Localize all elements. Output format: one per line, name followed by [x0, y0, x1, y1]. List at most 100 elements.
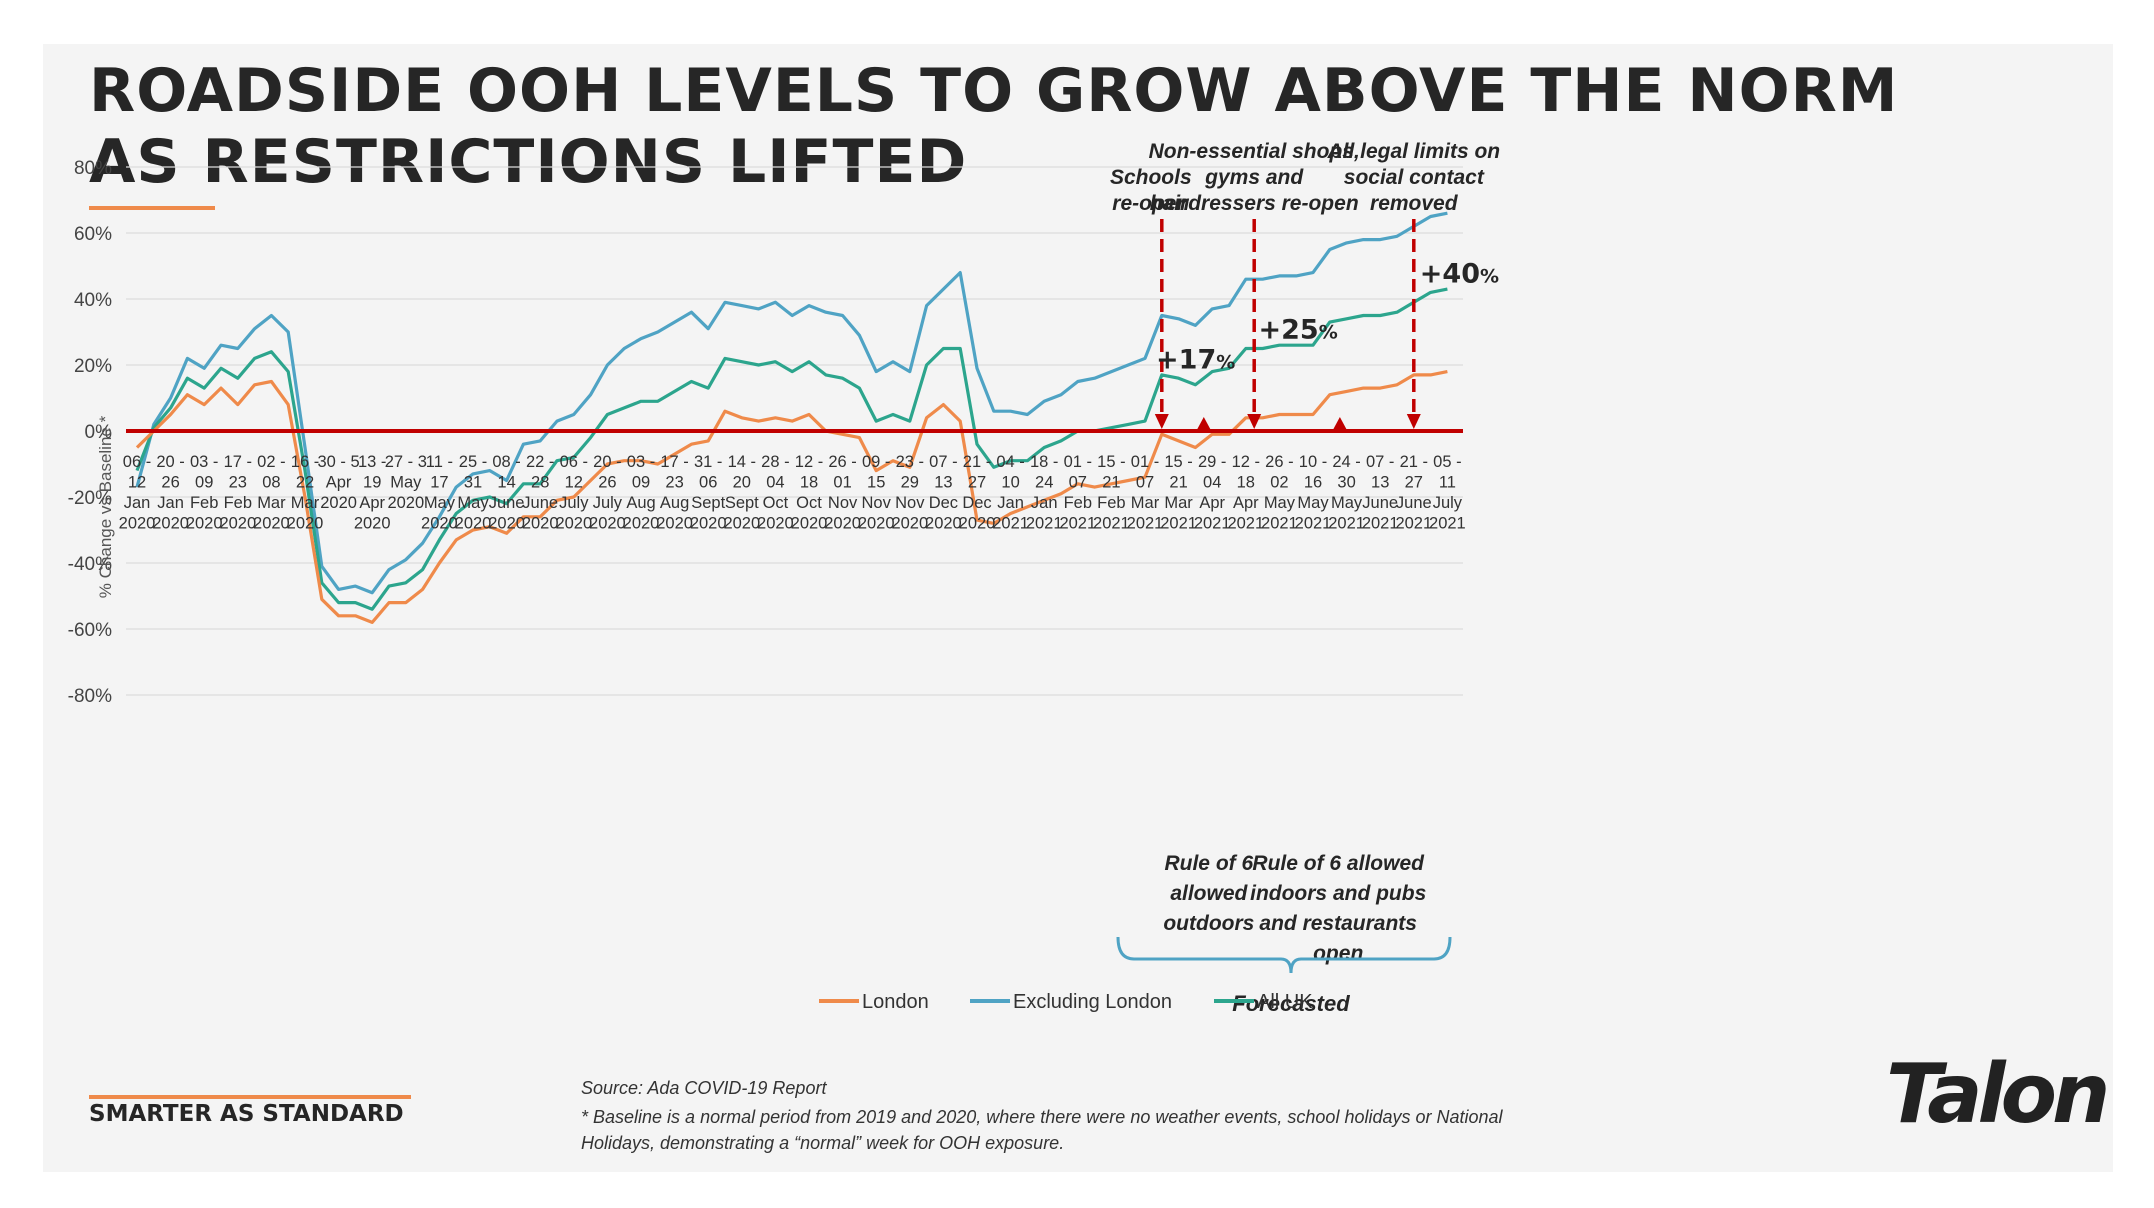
x-tick-label: Sept [691, 494, 725, 512]
event-arrow [1247, 414, 1262, 429]
x-tick-label: 12 [565, 474, 583, 492]
x-tick-label: 16 - [291, 453, 319, 471]
x-tick-label: 06 [699, 474, 717, 492]
x-tick-label: 2020 [186, 515, 223, 533]
x-tick-label: 2021 [1362, 515, 1399, 533]
forecast-brace: Forecasted [1116, 936, 1452, 1016]
x-tick-label: 2021 [1059, 515, 1096, 533]
x-tick-label: Feb [224, 494, 252, 512]
x-tick-label: 2020 [219, 515, 256, 533]
y-tick-label: -40% [68, 554, 112, 575]
x-tick-label: Aug [626, 494, 655, 512]
x-tick-label: 2020 [925, 515, 962, 533]
slide: ROADSIDE OOH LEVELS TO GROW ABOVE THE NO… [43, 44, 2113, 1172]
x-tick-label: Oct [763, 494, 789, 512]
y-tick-label: 20% [74, 356, 112, 377]
event-label: re-open [1112, 192, 1189, 215]
x-tick-label: 14 - [728, 453, 756, 471]
x-tick-label: 2020 [387, 494, 424, 512]
change-value: +17 [1156, 344, 1216, 375]
x-tick-label: Sept [725, 494, 759, 512]
change-label: +17% [1156, 344, 1235, 375]
x-tick-label: 2021 [1026, 515, 1063, 533]
x-tick-label: 2020 [791, 515, 828, 533]
x-tick-label: 2021 [1395, 515, 1432, 533]
x-tick-label: Apr [359, 494, 385, 512]
x-tick-label: 07 [1069, 474, 1087, 492]
source-note: Source: Ada COVID-19 Report [581, 1078, 827, 1098]
x-tick-label: 25 - [459, 453, 487, 471]
x-tick-label: 03 - [190, 453, 218, 471]
x-tick-label: 2020 [723, 515, 760, 533]
x-tick-label: 20 [733, 474, 751, 492]
footer-accent-bar [89, 1095, 411, 1099]
x-tick-label: 02 - [257, 453, 285, 471]
x-tick-label: 22 [296, 474, 314, 492]
x-tick-label: 2020 [757, 515, 794, 533]
x-tick-label: 06 - [123, 453, 151, 471]
x-tick-label: 02 [1270, 474, 1288, 492]
rule-annotation: outdoors [1163, 912, 1254, 935]
x-tick-label: 2021 [1429, 515, 1466, 533]
footer-tagline: SMARTER AS STANDARD [89, 1101, 404, 1127]
x-tick-label: 21 [1102, 474, 1120, 492]
x-tick-label: June [522, 494, 558, 512]
title-accent-bar [89, 206, 215, 210]
x-tick-label: Mar [1131, 494, 1160, 512]
x-tick-label: 26 - [1265, 453, 1293, 471]
x-tick-label: May [1264, 494, 1296, 512]
change-value: +40 [1420, 259, 1480, 290]
legend-label: All UK [1257, 991, 1313, 1013]
x-tick-label: 2021 [1093, 515, 1130, 533]
x-tick-label: 01 - [1064, 453, 1092, 471]
series-line-london [135, 370, 1448, 624]
x-tick-label: 07 [1136, 474, 1154, 492]
x-tick-label: 09 [195, 474, 213, 492]
x-tick-label: 18 [1237, 474, 1255, 492]
baseline-footnote: * Baseline is a normal period from 2019 … [581, 1107, 1503, 1153]
change-unit: % [1319, 322, 1338, 344]
x-tick-label: 2021 [992, 515, 1029, 533]
rule-annotation: allowed [1170, 882, 1248, 905]
x-tick-label: 2021 [1328, 515, 1365, 533]
x-tick-label: 28 - [761, 453, 789, 471]
x-tick-label: 2020 [421, 515, 458, 533]
legend: London Excluding London All UK [819, 991, 1313, 1013]
legend-label: Excluding London [1013, 991, 1172, 1013]
x-tick-label: 17 - [660, 453, 688, 471]
x-tick-label: 24 [1035, 474, 1053, 492]
x-tick-label: Feb [190, 494, 218, 512]
x-tick-label: 2020 [959, 515, 996, 533]
x-tick-label: Jan [157, 494, 184, 512]
x-tick-label: 2021 [1227, 515, 1264, 533]
x-tick-label: Dec [962, 494, 991, 512]
event-marker [1196, 417, 1211, 430]
x-tick-label: 20 - [593, 453, 621, 471]
x-tick-label: 26 [161, 474, 179, 492]
talon-logo: Talon [1886, 1047, 2110, 1142]
x-tick-label: 2020 [354, 515, 391, 533]
x-tick-label: 15 - [1164, 453, 1192, 471]
x-tick-label: July [1433, 494, 1463, 512]
y-axis-label: % Change vs Baseline * [96, 415, 115, 598]
x-tick-label: 09 - [862, 453, 890, 471]
change-label: +40% [1420, 259, 1499, 290]
x-tick-label: 19 [363, 474, 381, 492]
x-tick-label: Feb [1097, 494, 1125, 512]
x-tick-label: 2020 [824, 515, 861, 533]
x-tick-label: May [457, 494, 489, 512]
x-tick-label: 01 [833, 474, 851, 492]
series-line-excluding-london [135, 211, 1448, 595]
page-title: ROADSIDE OOH LEVELS TO GROW ABOVE THE NO… [89, 56, 1899, 197]
x-tick-label: 21 - [1400, 453, 1428, 471]
x-tick-label: 2021 [1295, 515, 1332, 533]
x-tick-label: Feb [1064, 494, 1092, 512]
x-tick-label: 13 [1371, 474, 1389, 492]
x-tick-label: 2020 [690, 515, 727, 533]
y-tick-label: 80% [74, 158, 112, 179]
x-tick-label: 29 - [1198, 453, 1226, 471]
event-label: hairdressers re-open [1150, 192, 1359, 215]
x-tick-label: 08 [262, 474, 280, 492]
x-tick-label: 2021 [1194, 515, 1231, 533]
